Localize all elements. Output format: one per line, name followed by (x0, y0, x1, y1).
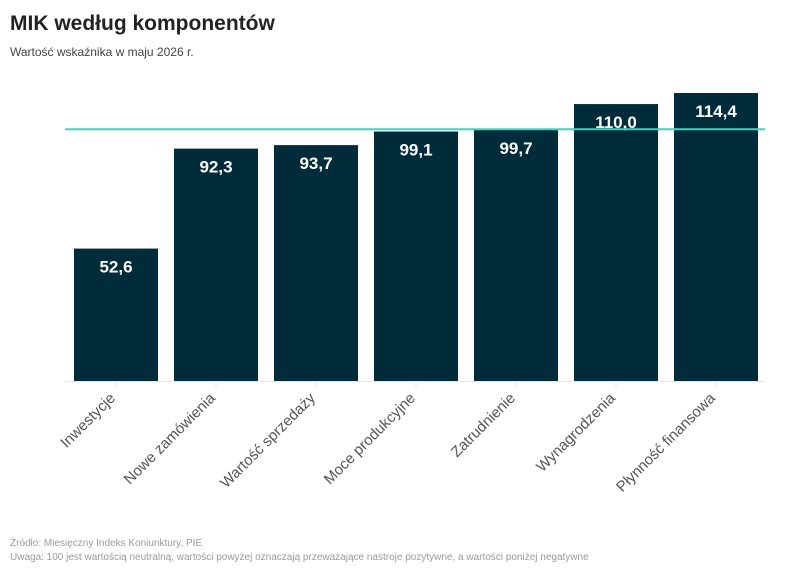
x-tick-label: Inwestycje (57, 390, 119, 452)
bar (374, 131, 458, 381)
x-tick-label: Płynność finansowa (613, 389, 719, 495)
bar (74, 248, 158, 381)
bar (674, 93, 758, 381)
data-label: 99,7 (499, 139, 532, 158)
data-label: 114,4 (695, 102, 737, 121)
chart-title: MIK według komponentów (10, 12, 275, 35)
data-label: 93,7 (299, 154, 332, 173)
bar-chart: 52,6 Inwestycje 92,3 Nowe zamówienia 93,7 War… (57, 93, 765, 496)
x-tick-label: Moce produkcyjne (321, 390, 419, 488)
bar (174, 148, 258, 381)
data-label: 99,1 (399, 141, 432, 160)
bar (274, 145, 358, 381)
x-tick-label: Wynagrodzenia (533, 389, 619, 475)
bar (474, 130, 558, 381)
x-tick-label: Zatrudnienie (448, 390, 519, 461)
x-tick-label: Nowe zamówienia (121, 389, 220, 488)
bar (574, 104, 658, 382)
x-tick-label: Wartość sprzedaży (217, 389, 319, 491)
source-note: Źródło: Miesięczny Indeks Koniunktury, P… (10, 538, 203, 549)
data-label: 110,0 (595, 113, 637, 132)
footnote: Uwaga: 100 jest wartością neutralną, war… (10, 552, 589, 563)
data-label: 52,6 (99, 258, 132, 277)
chart-subtitle: Wartość wskaźnika w maju 2026 r. (10, 45, 194, 59)
data-label: 92,3 (199, 158, 232, 177)
